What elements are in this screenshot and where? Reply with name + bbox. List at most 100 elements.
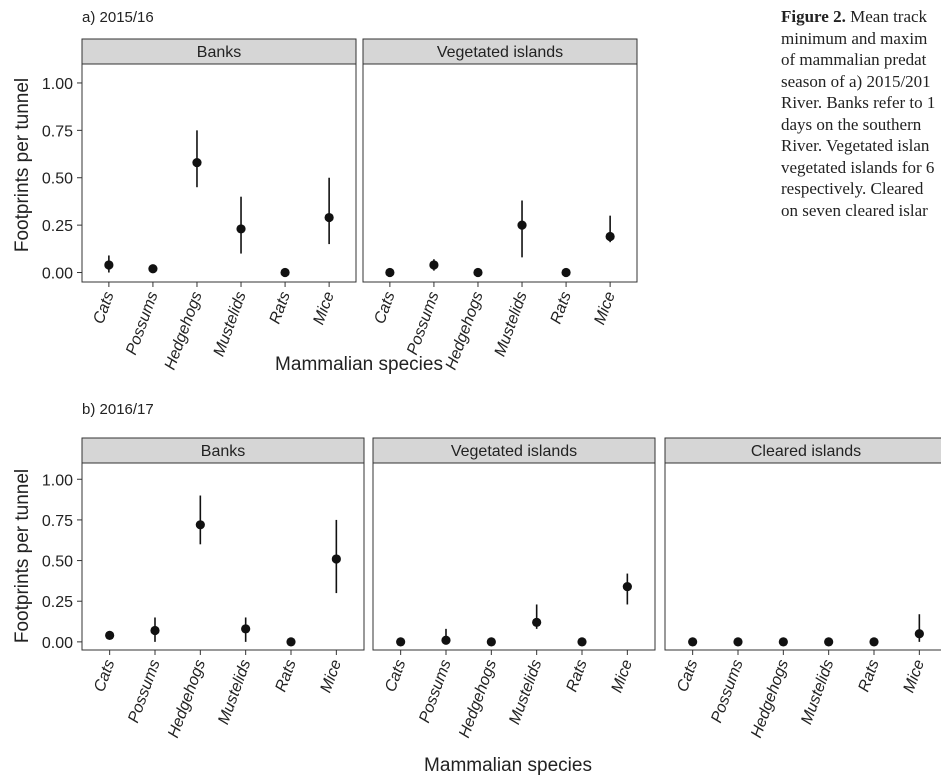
x-tick-label: Mice bbox=[318, 657, 346, 695]
data-point bbox=[778, 637, 788, 647]
data-point bbox=[331, 554, 341, 564]
x-tick-label: Mustelids bbox=[506, 658, 545, 727]
caption-lead: Figure 2. bbox=[781, 7, 846, 26]
x-tick-label: Possums bbox=[125, 658, 163, 726]
data-point bbox=[517, 220, 527, 230]
caption-line: vegetated islands for 6 bbox=[781, 157, 935, 177]
x-tick-label: Rats bbox=[548, 290, 575, 327]
y-tick-label: 1.00 bbox=[42, 76, 73, 93]
facet-strip-label: Vegetated islands bbox=[437, 44, 563, 61]
x-tick-label: Mice bbox=[901, 657, 929, 695]
x-tick-label: Hedgehogs bbox=[443, 290, 487, 373]
chart-panel-b: b) 2016/17 0.00 0.25 0.50 0.75 1.00 Footprints… bbox=[12, 401, 941, 776]
caption-line: River. Banks refer to 1 bbox=[781, 93, 936, 112]
data-point bbox=[286, 637, 296, 647]
y-tick-label: 0.75 bbox=[42, 513, 73, 530]
facet-strip bbox=[664, 437, 941, 464]
x-tick-label: Cats bbox=[382, 658, 409, 695]
facet-strip-label: Cleared islands bbox=[751, 443, 861, 460]
x-tick-label: Possums bbox=[416, 658, 454, 726]
y-tick-label: 0.25 bbox=[42, 218, 73, 235]
data-point bbox=[192, 157, 202, 168]
x-tick-label: Mustelids bbox=[215, 658, 254, 727]
data-point bbox=[150, 625, 160, 636]
x-tick-label: Mice bbox=[609, 657, 637, 695]
data-point bbox=[148, 264, 158, 274]
panel-title: a) 2015/16 bbox=[82, 9, 154, 26]
facet-strip-label: Banks bbox=[201, 443, 245, 460]
y-tick-label: 0.25 bbox=[42, 594, 73, 611]
data-point bbox=[869, 637, 879, 647]
y-tick-label: 0.00 bbox=[42, 635, 73, 652]
caption-line: season of a) 2015/201 bbox=[781, 71, 931, 91]
data-point bbox=[241, 624, 251, 634]
data-point bbox=[441, 635, 451, 645]
facet-frame bbox=[664, 462, 941, 651]
chart-panel-a: a) 2015/16 0.00 0.25 0.50 0.75 1.00 Footprints… bbox=[12, 9, 638, 375]
data-point bbox=[104, 260, 114, 270]
data-point bbox=[280, 267, 290, 278]
data-point bbox=[532, 617, 542, 627]
caption-line: minimum and maxim bbox=[781, 28, 928, 48]
data-point bbox=[733, 637, 743, 647]
caption-line: on seven cleared islar bbox=[781, 200, 928, 220]
data-point bbox=[473, 267, 483, 278]
x-tick-label: Rats bbox=[564, 658, 591, 695]
facet-frame bbox=[372, 462, 656, 651]
x-tick-label: Hedgehogs bbox=[165, 658, 209, 741]
caption-line: River. Vegetated islan bbox=[781, 136, 930, 155]
data-point bbox=[622, 581, 632, 592]
facet-banks: Banks Cats Possums Hedgehogs Mustelids Rats Mi… bbox=[81, 437, 365, 741]
x-tick-label: Possums bbox=[708, 658, 746, 726]
x-tick-label: Cats bbox=[90, 290, 117, 327]
facet-frame bbox=[362, 63, 638, 283]
y-tick-label: 0.50 bbox=[42, 554, 73, 571]
caption-line: of mammalian predat bbox=[781, 50, 927, 69]
y-tick-label: 0.00 bbox=[42, 266, 73, 283]
data-point bbox=[396, 637, 406, 647]
x-axis-label: Mammalian species bbox=[275, 354, 443, 375]
x-tick-label: Cats bbox=[674, 658, 701, 695]
caption-line: respectively. Cleared bbox=[781, 179, 924, 198]
facet-strip bbox=[362, 38, 638, 65]
caption-line: Figure 2. Mean track bbox=[781, 6, 941, 28]
x-tick-label: Cats bbox=[91, 658, 118, 695]
x-tick-label: Mustelids bbox=[211, 290, 250, 359]
x-tick-label: Rats bbox=[267, 290, 294, 327]
figure-caption: Figure 2. Mean track minimum and maxim of … bbox=[781, 6, 941, 221]
x-tick-label: Mustelids bbox=[798, 658, 837, 727]
x-tick-label: Possums bbox=[404, 290, 442, 358]
data-point bbox=[105, 630, 115, 640]
y-tick-label: 0.75 bbox=[42, 123, 73, 140]
x-tick-label: Cats bbox=[371, 290, 398, 327]
x-tick-label: Mustelids bbox=[492, 290, 531, 359]
facet-vegetated-islands: Vegetated islands Cats Possums Hedgehogs Mus… bbox=[362, 38, 638, 373]
data-point bbox=[486, 637, 496, 647]
facet-strip bbox=[372, 437, 656, 464]
caption-line: days on the southern bbox=[781, 114, 922, 134]
data-point bbox=[605, 231, 615, 242]
x-tick-label: Hedgehogs bbox=[748, 658, 792, 741]
x-tick-label: Mice bbox=[310, 289, 338, 327]
data-point bbox=[914, 629, 924, 639]
x-tick-label: Mice bbox=[591, 289, 619, 327]
data-point bbox=[385, 267, 395, 278]
y-axis-label: Footprints per tunnel bbox=[12, 78, 33, 252]
y-tick-label: 0.50 bbox=[42, 171, 73, 188]
caption-text: Mean track bbox=[845, 7, 928, 26]
data-point bbox=[561, 267, 571, 278]
x-tick-label: Rats bbox=[273, 658, 300, 695]
x-tick-label: Hedgehogs bbox=[456, 658, 500, 741]
x-axis-label: Mammalian species bbox=[424, 755, 592, 776]
x-tick-label: Possums bbox=[123, 290, 161, 358]
panel-title: b) 2016/17 bbox=[82, 401, 154, 418]
data-point bbox=[824, 637, 834, 647]
data-point bbox=[429, 260, 439, 270]
facet-strip-label: Vegetated islands bbox=[451, 443, 577, 460]
y-axis-label: Footprints per tunnel bbox=[12, 469, 33, 643]
facet-strip bbox=[81, 38, 357, 65]
data-point bbox=[195, 520, 205, 530]
data-point bbox=[324, 212, 334, 223]
